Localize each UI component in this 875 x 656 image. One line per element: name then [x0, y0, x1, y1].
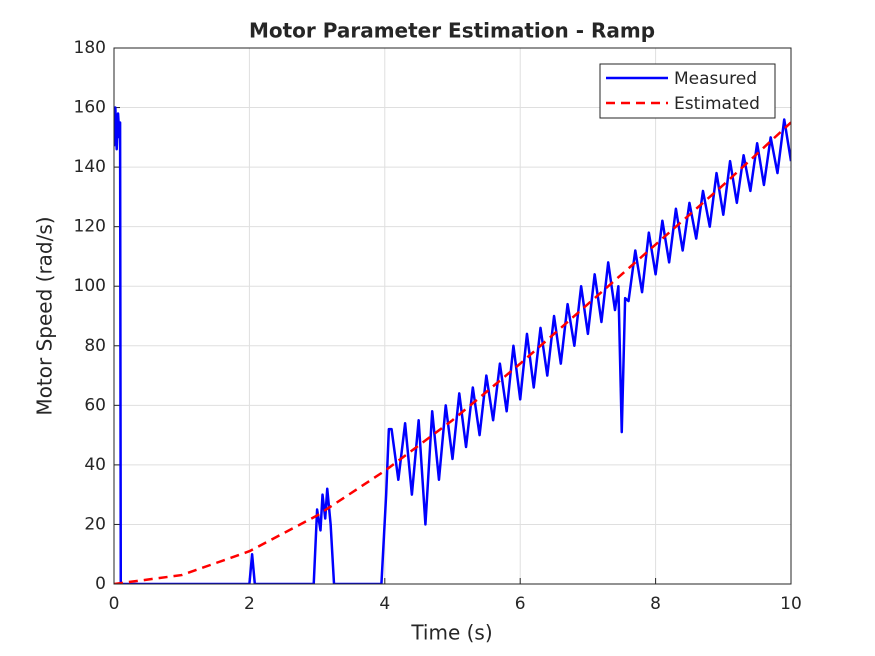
y-tick-label: 180: [74, 38, 106, 58]
axes-box: [113, 47, 792, 585]
x-tick-label: 8: [650, 594, 661, 614]
x-tick-label: 6: [515, 594, 526, 614]
y-tick-label: 80: [84, 336, 106, 356]
y-tick-label: 40: [84, 455, 106, 475]
x-tick-label: 4: [379, 594, 390, 614]
series-group: [114, 106, 791, 584]
x-axis-label: Time (s): [410, 621, 492, 645]
y-tick-label: 0: [95, 574, 106, 594]
y-tick-label: 100: [74, 276, 106, 296]
x-tick-label: 2: [244, 594, 255, 614]
y-tick-label: 160: [74, 98, 106, 118]
legend-label: Estimated: [674, 94, 760, 114]
y-axis-label: Motor Speed (rad/s): [33, 216, 57, 415]
y-tick-label: 60: [84, 395, 106, 415]
y-tick-label: 140: [74, 157, 106, 177]
x-tick-label: 10: [780, 594, 802, 614]
y-tick-label: 20: [84, 514, 106, 534]
legend-label: Measured: [674, 69, 757, 89]
chart-title: Motor Parameter Estimation - Ramp: [249, 19, 655, 43]
data-line: [114, 121, 791, 584]
plot-area: [114, 48, 791, 584]
x-tick-label: 0: [109, 594, 120, 614]
y-tick-label: 120: [74, 217, 106, 237]
legend-box: [599, 63, 776, 119]
